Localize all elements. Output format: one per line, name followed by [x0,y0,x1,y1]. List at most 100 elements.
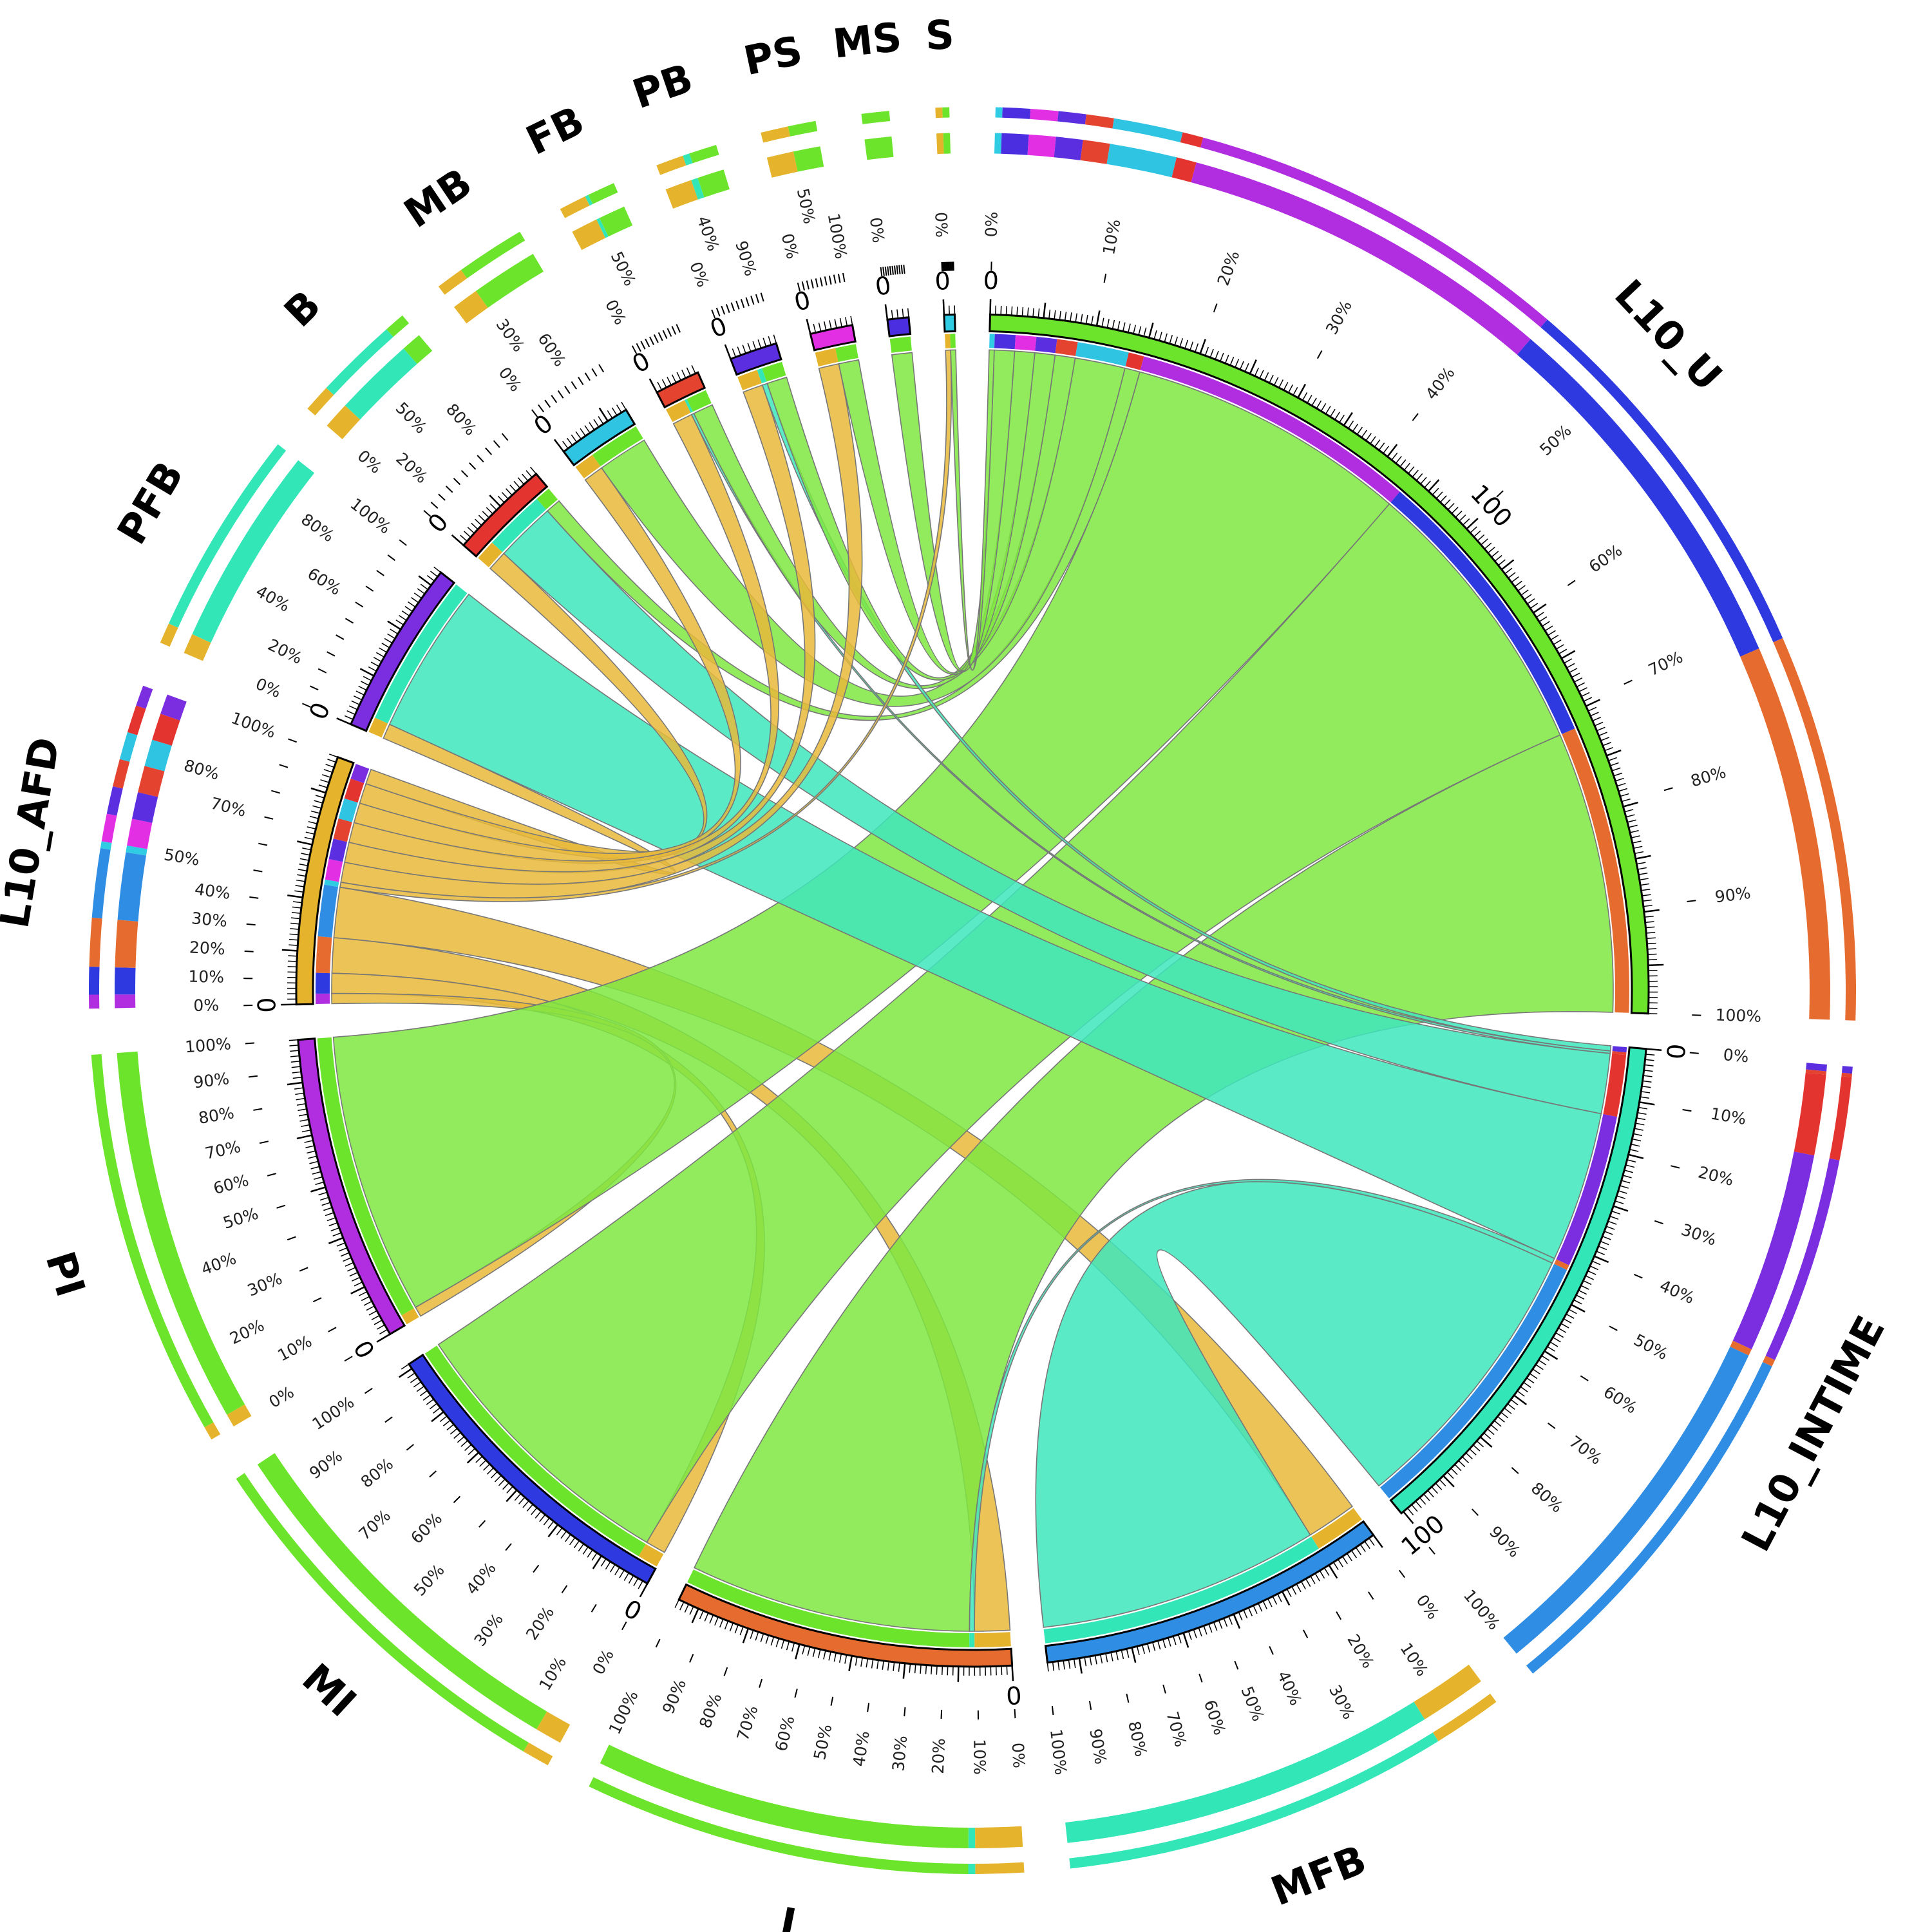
percent-tick [750,296,755,305]
axis-tick [704,1613,709,1622]
axis-tick [1610,762,1619,766]
axis-tick [1032,308,1035,317]
axis-tick [1112,319,1115,329]
axis-tick [855,1656,858,1666]
axis-tick [1162,1639,1166,1649]
axis-tick [686,367,691,376]
axis-tick [1501,1412,1509,1419]
chord-s-to-l10-u[interactable] [950,349,995,671]
axis-tick [1634,1128,1643,1131]
axis-tick [1446,1472,1454,1479]
axis-tick [359,668,375,677]
percent-tick [1126,1693,1130,1703]
axis-tick [1169,335,1173,344]
axis-tick [770,1636,775,1646]
outer-ring-2-segment [307,388,334,416]
axis-tick [1526,1377,1535,1384]
axis-tick [1064,311,1067,321]
sector-pi[interactable] [297,1037,406,1336]
axis-tick [1520,1386,1528,1392]
axis-tick [305,1145,315,1149]
axis-tick [304,1140,314,1143]
outer-ring-segment [968,1828,976,1849]
axis-tick [1247,1607,1253,1616]
axis-tick [302,848,312,851]
outer-ring-2-segment [1200,137,1548,328]
inner-band-segment [1014,335,1037,351]
sector-b[interactable] [462,472,549,558]
axis-tick [1148,322,1154,338]
outer-ring-segment [114,967,136,995]
percent-tick [598,364,605,373]
percent-label: 10% [970,1739,989,1775]
outer-ring-2-segment [995,107,1003,118]
axis-tick [1141,1645,1145,1654]
sector-s[interactable] [943,313,956,333]
axis-tick [1573,1299,1582,1305]
percent-tick [810,279,814,289]
axis-tick [907,308,909,317]
axis-tick [407,1372,415,1379]
axis-value-label: 0 [348,1336,380,1363]
chord-s-to-l10-afd[interactable] [339,349,952,902]
percent-label: 80% [298,510,337,546]
axis-tick [786,1641,790,1651]
axis-tick [1560,1323,1569,1329]
axis-tick [1642,1085,1651,1088]
axis-tick [297,874,307,877]
axis-tick [1532,1368,1541,1375]
axis-tick [413,1381,422,1388]
axis-tick [813,323,817,333]
axis-tick [494,1475,502,1482]
sector-l10-u[interactable] [989,313,1650,1015]
axis-tick [1581,692,1590,697]
axis-tick [1606,749,1622,757]
percent-tick [662,330,668,339]
axis-tick [1620,793,1629,797]
axis-tick [1314,1573,1320,1582]
axis-tick [1310,1575,1316,1584]
outer-ring-segment [1732,1151,1815,1350]
sector-ps[interactable] [809,323,857,352]
outer-ring-segment [1806,1063,1827,1072]
sector-mfb[interactable] [1044,1520,1375,1664]
outer-ring-segment [345,348,417,420]
axis-tick [1408,466,1415,474]
axis-tick [699,1610,704,1620]
axis-tick [1493,1420,1502,1427]
inner-band-segment [575,455,601,478]
percent-label: 30% [191,909,228,931]
percent-label: 90% [306,1446,346,1482]
outer-ring-segment [476,254,544,308]
sector-l10-intime[interactable] [1389,1046,1647,1515]
axis-tick [1080,314,1083,323]
outer-ring-segment [117,1051,245,1415]
outer-ring-2-segment [1030,109,1059,122]
axis-tick [453,1432,461,1439]
axis-tick [582,1546,589,1555]
outer-ring-2-segment [438,270,468,295]
sector-l10-afd[interactable] [295,755,355,1006]
percent-label: 40% [194,880,232,903]
sector-i[interactable] [677,1583,1014,1668]
axis-tick [518,1497,526,1504]
sector-fb[interactable] [655,371,706,409]
axis-tick [614,1567,620,1576]
axis-tick [1633,1133,1643,1137]
axis-tick [514,1493,522,1501]
axis-tick [294,1087,304,1090]
sector-mb[interactable] [562,408,636,467]
axis-tick [1594,721,1604,726]
outer-ring-segment [1414,1664,1481,1719]
axis-tick [1613,772,1623,777]
sector-ms[interactable] [886,316,912,337]
percent-tick [364,1387,373,1394]
axis-tick [310,810,320,814]
axis-tick [795,1643,800,1660]
outer-ring-segment [536,1711,571,1743]
axis-tick [684,1604,689,1613]
sector-pb[interactable] [729,342,782,376]
sector-pfb[interactable] [349,571,456,732]
axis-value-label: 0 [791,285,813,317]
sector-mi[interactable] [407,1353,657,1585]
